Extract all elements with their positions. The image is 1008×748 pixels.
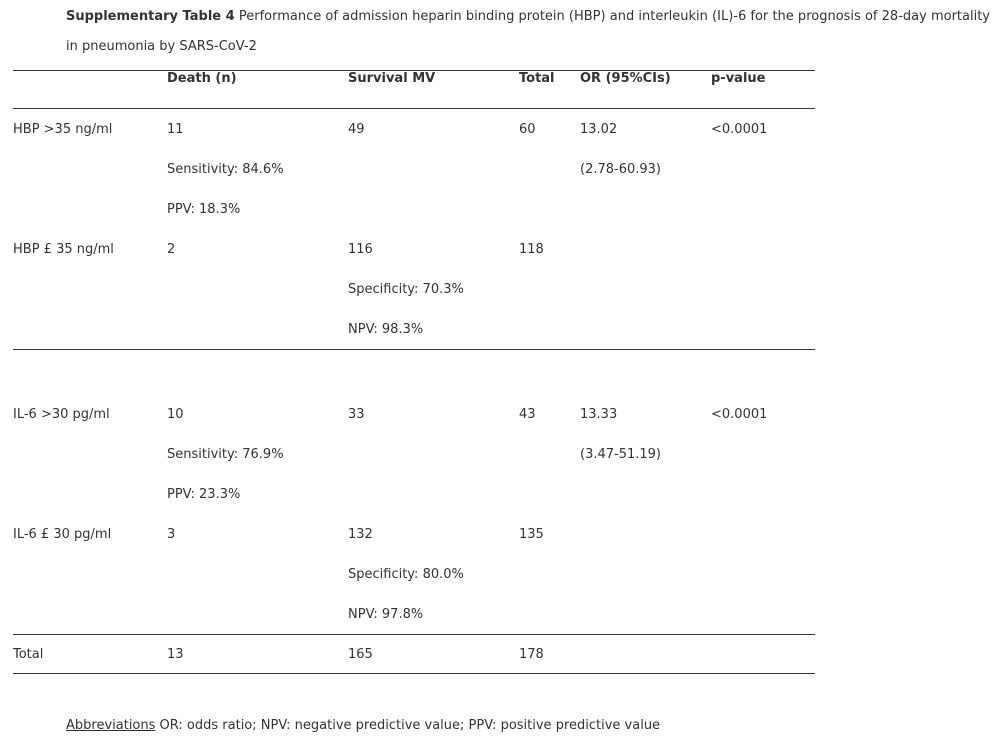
cell-death: 3 <box>167 514 348 635</box>
cell-line: Sensitivity: 84.6% <box>167 161 284 177</box>
cell-line: <0.0001 <box>711 121 768 137</box>
cell-label: IL-6 >30 pg/ml <box>13 350 167 515</box>
cell-p-value <box>711 229 815 350</box>
row-label: IL-6 £ 30 pg/ml <box>13 526 112 542</box>
cell-or-ci: 13.33 (3.47-51.19) <box>580 350 711 515</box>
cell-total: 178 <box>519 635 580 674</box>
table-row-total: Total 13 165 178 <box>13 634 815 674</box>
cell-label: HBP £ 35 ng/ml <box>13 229 167 350</box>
cell-line: 60 <box>519 121 536 137</box>
column-header-survival-mv: Survival MV <box>348 71 436 86</box>
row-label: HBP £ 35 ng/ml <box>13 241 114 257</box>
table-row-hbp-below: HBP £ 35 ng/ml 2 116 Specificity: 70.3% … <box>13 229 815 350</box>
cell-line: 11 <box>167 121 184 137</box>
cell-line: Sensitivity: 76.9% <box>167 446 284 462</box>
cell-line: (3.47-51.19) <box>580 446 661 462</box>
abbreviations-text: OR: odds ratio; NPV: negative predictive… <box>159 718 661 733</box>
cell-line: 33 <box>348 406 365 422</box>
cell-line: 132 <box>348 526 373 542</box>
cell-line: 13.02 <box>580 121 618 137</box>
table-row-il6-above: IL-6 >30 pg/ml 10 Sensitivity: 76.9% PPV… <box>13 350 815 515</box>
table-row-hbp-above: HBP >35 ng/ml 11 Sensitivity: 84.6% PPV:… <box>13 109 815 230</box>
abbreviations-label: Abbreviations <box>66 718 156 733</box>
cell-death: 11 Sensitivity: 84.6% PPV: 18.3% <box>167 109 348 230</box>
cell-line: 2 <box>167 241 176 257</box>
cell-line: <0.0001 <box>711 406 768 422</box>
cell-line: NPV: 98.3% <box>348 321 424 337</box>
cell-p-value <box>711 635 815 674</box>
cell-line: Specificity: 80.0% <box>348 566 464 582</box>
cell-line: PPV: 23.3% <box>167 486 241 502</box>
cell-line: 49 <box>348 121 365 137</box>
cell-line: 118 <box>519 241 544 257</box>
cell-line: NPV: 97.8% <box>348 606 424 622</box>
cell-line <box>348 149 519 189</box>
cell-line: 43 <box>519 406 536 422</box>
cell-line: 165 <box>348 646 373 662</box>
performance-table: Death (n) Survival MV Total OR (95%CIs) … <box>13 70 815 674</box>
row-label: IL-6 >30 pg/ml <box>13 406 110 422</box>
section-il6: IL-6 >30 pg/ml 10 Sensitivity: 76.9% PPV… <box>13 350 815 635</box>
cell-survival-mv: 132 Specificity: 80.0% NPV: 97.8% <box>348 514 519 635</box>
cell-survival-mv: 49 <box>348 109 519 230</box>
cell-line: 116 <box>348 241 373 257</box>
cell-death: 10 Sensitivity: 76.9% PPV: 23.3% <box>167 350 348 515</box>
cell-or-ci <box>580 635 711 674</box>
column-header-total: Total <box>519 71 555 86</box>
cell-line: 13.33 <box>580 406 618 422</box>
cell-line: Specificity: 70.3% <box>348 281 464 297</box>
cell-label: IL-6 £ 30 pg/ml <box>13 514 167 635</box>
cell-line: 178 <box>519 646 544 662</box>
cell-line: 3 <box>167 526 176 542</box>
cell-line: 13 <box>167 646 184 662</box>
cell-line <box>348 189 519 229</box>
row-label: HBP >35 ng/ml <box>13 121 113 137</box>
cell-death: 2 <box>167 229 348 350</box>
table-container: Death (n) Survival MV Total OR (95%CIs) … <box>13 70 815 674</box>
cell-total: 118 <box>519 229 580 350</box>
cell-p-value: <0.0001 <box>711 109 815 230</box>
cell-p-value <box>711 514 815 635</box>
table-number-label: Supplementary Table 4 <box>66 9 235 24</box>
table-row-il6-below: IL-6 £ 30 pg/ml 3 132 Specificity: 80.0%… <box>13 514 815 635</box>
header-row: Death (n) Survival MV Total OR (95%CIs) … <box>13 70 815 109</box>
cell-line: PPV: 18.3% <box>167 201 241 217</box>
cell-total: 60 <box>519 109 580 230</box>
cell-total: 43 <box>519 350 580 515</box>
cell-death: 13 <box>167 635 348 674</box>
cell-line: 10 <box>167 406 184 422</box>
column-header-or-ci: OR (95%CIs) <box>580 71 671 86</box>
column-header-empty <box>13 71 167 109</box>
page-title: Supplementary Table 4 Performance of adm… <box>66 2 990 62</box>
section-hbp: HBP >35 ng/ml 11 Sensitivity: 84.6% PPV:… <box>13 109 815 350</box>
cell-survival-mv: 116 Specificity: 70.3% NPV: 98.3% <box>348 229 519 350</box>
cell-or-ci <box>580 229 711 350</box>
cell-total: 135 <box>519 514 580 635</box>
column-header-p-value: p-value <box>711 71 766 86</box>
cell-p-value: <0.0001 <box>711 350 815 515</box>
cell-line: 135 <box>519 526 544 542</box>
section-total: Total 13 165 178 <box>13 634 815 674</box>
row-label: Total <box>13 646 44 662</box>
cell-or-ci <box>580 514 711 635</box>
cell-line: (2.78-60.93) <box>580 161 661 177</box>
cell-or-ci: 13.02 (2.78-60.93) <box>580 109 711 230</box>
table-caption: Performance of admission heparin binding… <box>66 9 991 54</box>
abbreviations-note: Abbreviations OR: odds ratio; NPV: negat… <box>66 718 660 733</box>
column-header-death: Death (n) <box>167 71 237 86</box>
cell-survival-mv: 165 <box>348 635 519 674</box>
cell-label: HBP >35 ng/ml <box>13 109 167 230</box>
cell-label: Total <box>13 635 167 674</box>
cell-survival-mv: 33 <box>348 350 519 515</box>
